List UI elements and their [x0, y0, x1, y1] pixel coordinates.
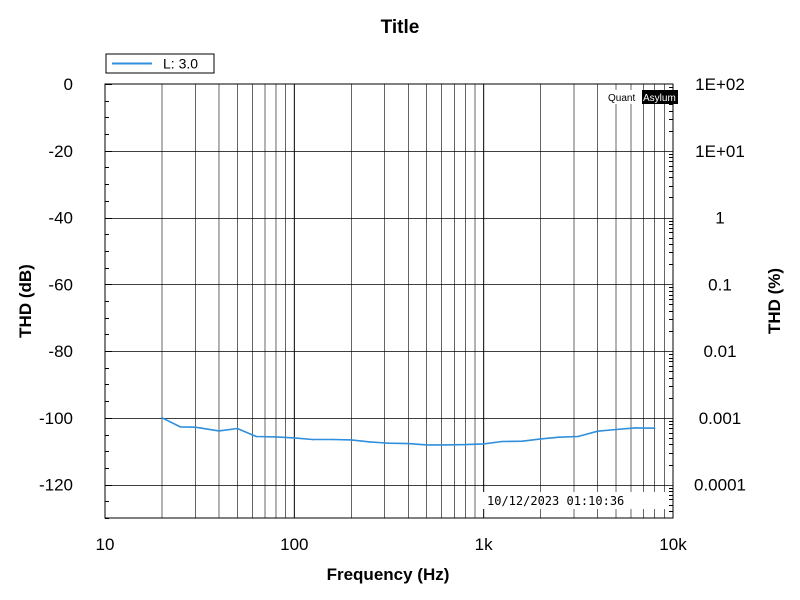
watermark-right-bg: [642, 90, 678, 104]
series-point: [501, 440, 503, 443]
x-axis-title: Frequency (Hz): [327, 565, 450, 584]
y2-tick-label: 1: [715, 209, 724, 228]
x-tick-label: 100: [280, 535, 308, 554]
y-tick-label: -40: [48, 209, 73, 228]
y-tick-label: -120: [39, 476, 73, 495]
series-point: [311, 438, 314, 441]
y2-tick-label: 0.001: [699, 409, 742, 428]
series-point: [293, 437, 296, 439]
x-tick-label: 1k: [475, 535, 493, 554]
y2-axis-title: THD (%): [765, 268, 784, 334]
y2-tick-labels: 1E+02 1E+01 1 0.1 0.01 0.001 0.0001: [694, 75, 746, 495]
series-point: [634, 427, 636, 429]
series-point: [653, 427, 656, 429]
series-point: [255, 435, 258, 438]
series-point: [577, 435, 579, 438]
series-point: [387, 442, 390, 445]
series-point: [161, 417, 163, 419]
series-point: [236, 427, 239, 430]
y2-tick-label: 0.1: [708, 275, 732, 294]
watermark-left-bg: [607, 90, 642, 104]
watermark-text-2: Asylum: [643, 93, 676, 104]
series-point: [464, 443, 467, 446]
series-point: [350, 439, 353, 441]
series-point: [407, 442, 410, 445]
series-point: [275, 436, 277, 438]
y-tick-label: -20: [48, 142, 73, 161]
legend[interactable]: L: 3.0: [105, 53, 215, 74]
series-point: [596, 430, 599, 433]
legend-box: [105, 53, 215, 74]
series-point: [218, 430, 220, 432]
y-tick-labels: 0 -20 -40 -60 -80 -100 -120: [39, 75, 73, 495]
x-tick-label: 10k: [659, 535, 687, 554]
series-layer: [161, 417, 656, 446]
series-point: [368, 441, 371, 443]
y2-tick-label: 0.01: [703, 342, 736, 361]
watermark-text-1: Quant: [608, 93, 635, 104]
y-axis-title: THD (dB): [16, 264, 35, 338]
y-tick-label: -100: [39, 409, 73, 428]
y-tick-label: -60: [48, 275, 73, 294]
series-point: [332, 438, 334, 441]
series-point: [539, 438, 542, 440]
series-point: [194, 426, 197, 428]
chart-title: Title: [381, 17, 420, 38]
plot-border: [104, 83, 674, 519]
timestamp-bg: [483, 492, 668, 509]
series-point: [615, 428, 617, 431]
series-point: [482, 443, 485, 445]
timestamp: 10/12/2023 01:10:36: [487, 494, 624, 508]
timestamp-group: 10/12/2023 01:10:36: [483, 492, 668, 509]
x-tick-label: 10: [96, 535, 115, 554]
watermark: Quant Asylum: [607, 90, 678, 104]
y2-tick-label: 0.0001: [694, 476, 746, 495]
series-point: [179, 426, 182, 428]
legend-label: L: 3.0: [163, 56, 198, 72]
y2-tick-label: 1E+01: [695, 142, 745, 161]
series-point: [425, 444, 428, 446]
y2-tick-label: 1E+02: [695, 75, 745, 94]
series-point: [521, 440, 524, 443]
minor-ticks: [105, 84, 673, 519]
y-tick-label: 0: [64, 75, 73, 94]
plot-area: [105, 84, 673, 518]
y-tick-label: -80: [48, 342, 73, 361]
series-point: [558, 436, 560, 439]
series-point: [444, 444, 447, 446]
x-tick-labels: 10 100 1k 10k: [96, 535, 688, 554]
